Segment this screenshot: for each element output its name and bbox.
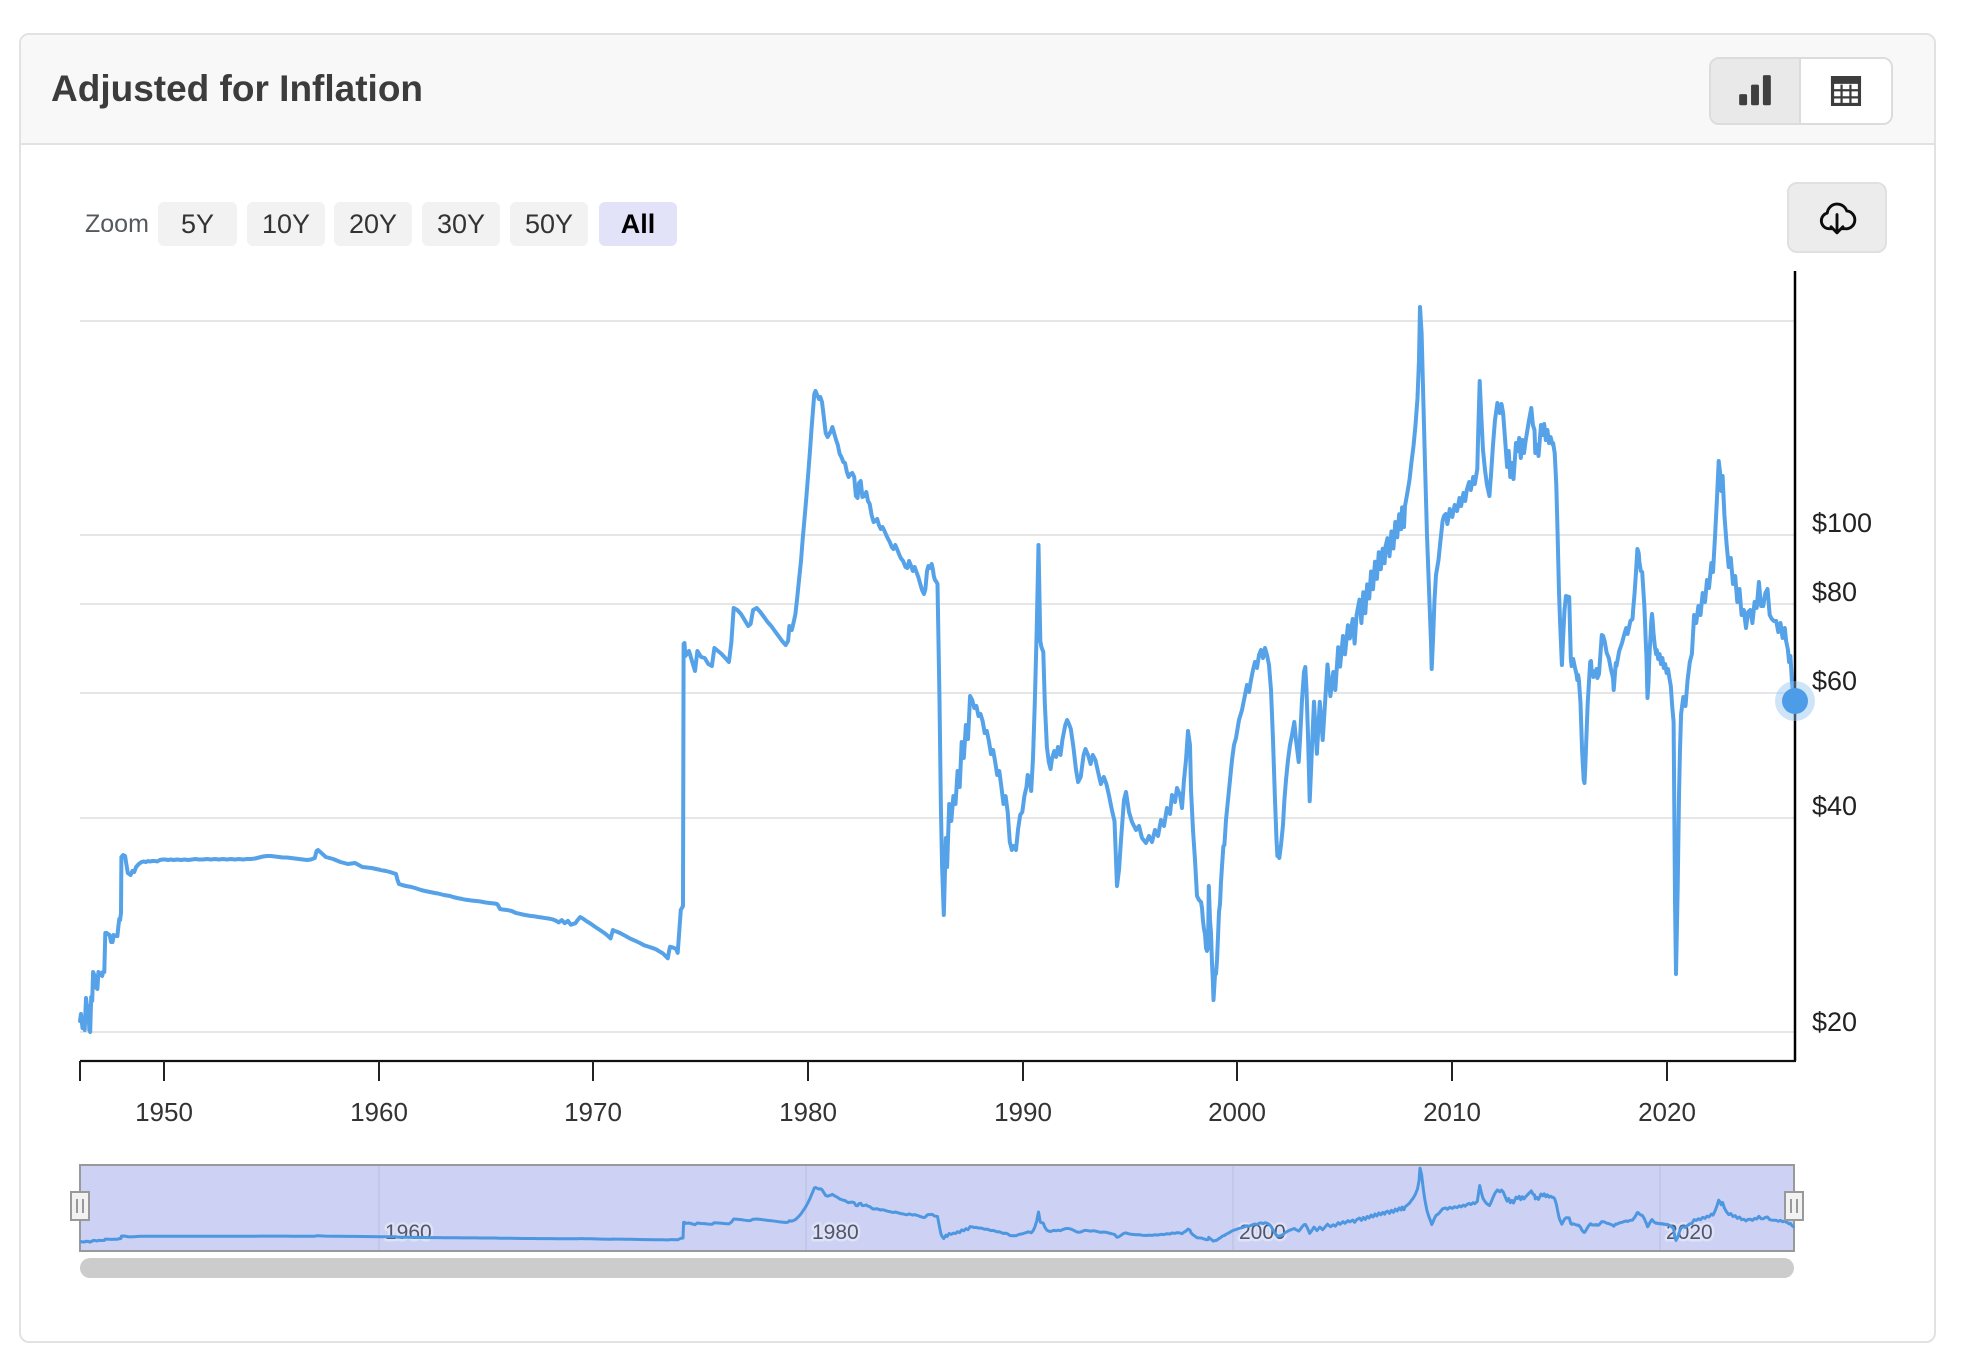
svg-text:1980: 1980: [812, 1221, 859, 1244]
svg-text:1960: 1960: [350, 1097, 408, 1127]
svg-text:$80: $80: [1812, 577, 1857, 607]
svg-text:1970: 1970: [564, 1097, 622, 1127]
svg-text:1950: 1950: [135, 1097, 193, 1127]
svg-text:2020: 2020: [1638, 1097, 1696, 1127]
svg-text:1990: 1990: [994, 1097, 1052, 1127]
svg-text:$40: $40: [1812, 791, 1857, 821]
svg-text:$20: $20: [1812, 1007, 1857, 1037]
svg-text:2010: 2010: [1423, 1097, 1481, 1127]
svg-text:1980: 1980: [779, 1097, 837, 1127]
svg-text:$100: $100: [1812, 508, 1872, 538]
svg-text:2000: 2000: [1208, 1097, 1266, 1127]
svg-text:1960: 1960: [385, 1221, 432, 1244]
svg-text:$60: $60: [1812, 666, 1857, 696]
